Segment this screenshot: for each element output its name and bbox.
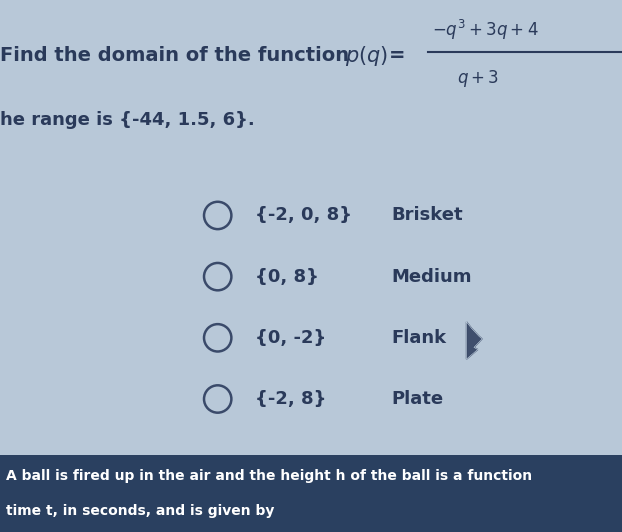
Polygon shape (466, 322, 482, 359)
Text: Plate: Plate (392, 390, 444, 408)
Text: {-2, 8}: {-2, 8} (255, 390, 327, 408)
Text: =: = (389, 46, 406, 65)
Bar (0, 0, 622, 455)
Text: Medium: Medium (392, 268, 472, 286)
Text: he range is {-44, 1.5, 6}.: he range is {-44, 1.5, 6}. (0, 111, 255, 129)
Text: {0, -2}: {0, -2} (255, 329, 327, 347)
Text: A ball is fired up in the air and the height h of the ball is a function: A ball is fired up in the air and the he… (6, 469, 532, 483)
Text: $-q^3+3q+4$: $-q^3+3q+4$ (432, 18, 539, 43)
Text: Flank: Flank (392, 329, 447, 347)
Text: Brisket: Brisket (392, 206, 463, 225)
Text: $p(q)$: $p(q)$ (345, 44, 388, 68)
Text: {-2, 0, 8}: {-2, 0, 8} (255, 206, 352, 225)
Bar (0, 455, 622, 532)
Text: time t, in seconds, and is given by: time t, in seconds, and is given by (6, 504, 274, 518)
Text: $q+3$: $q+3$ (457, 68, 499, 89)
Text: {0, 8}: {0, 8} (255, 268, 319, 286)
Text: Find the domain of the function: Find the domain of the function (0, 46, 356, 65)
